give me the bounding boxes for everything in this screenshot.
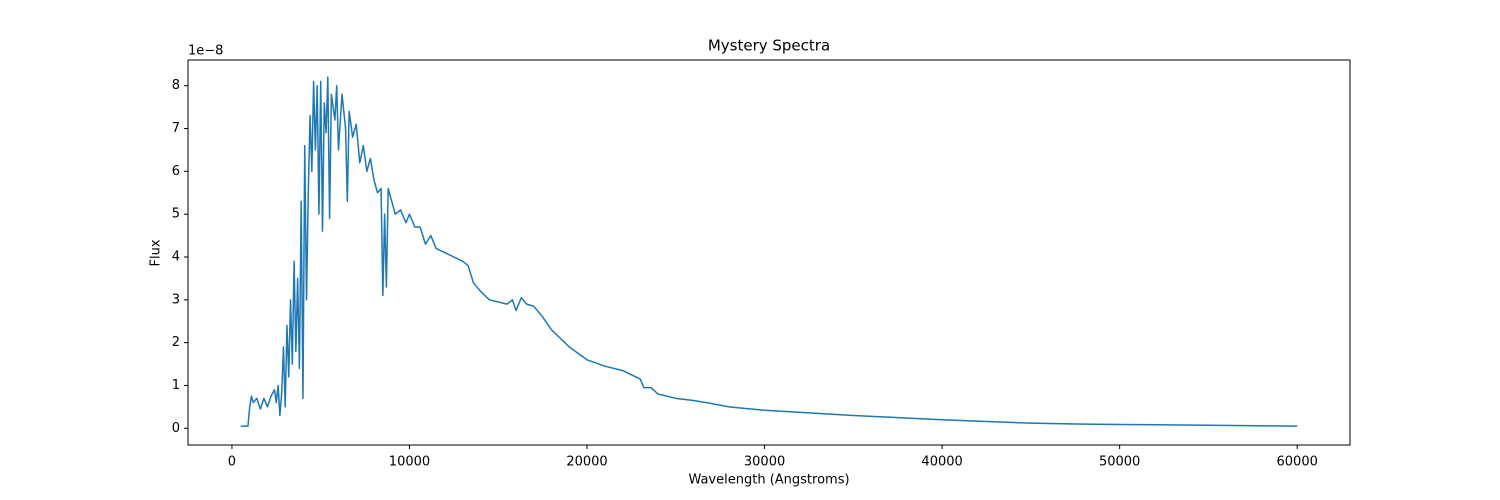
x-tick-label: 60000 xyxy=(1277,455,1318,470)
x-tick-label: 10000 xyxy=(389,455,430,470)
y-axis-label: Flux xyxy=(149,239,164,266)
y-tick-label: 2 xyxy=(172,335,180,350)
x-tick-label: 0 xyxy=(228,455,236,470)
x-tick-label: 40000 xyxy=(921,455,962,470)
y-tick-label: 3 xyxy=(172,292,180,307)
y-tick-label: 5 xyxy=(172,207,180,222)
y-tick-label: 0 xyxy=(172,421,180,436)
x-axis-label: Wavelength (Angstroms) xyxy=(688,473,849,488)
chart-title: Mystery Spectra xyxy=(708,37,830,55)
x-tick-label: 30000 xyxy=(744,455,785,470)
x-tick-label: 50000 xyxy=(1099,455,1140,470)
y-tick-label: 4 xyxy=(172,249,180,264)
spectrum-line xyxy=(240,76,1298,427)
plot-frame xyxy=(187,59,1351,446)
y-tick-label: 1 xyxy=(172,378,180,393)
y-offset-label: 1e−8 xyxy=(188,44,223,59)
y-tick-label: 7 xyxy=(172,121,180,136)
y-tick-label: 6 xyxy=(172,164,180,179)
y-tick-label: 8 xyxy=(172,78,180,93)
x-tick-label: 20000 xyxy=(566,455,607,470)
